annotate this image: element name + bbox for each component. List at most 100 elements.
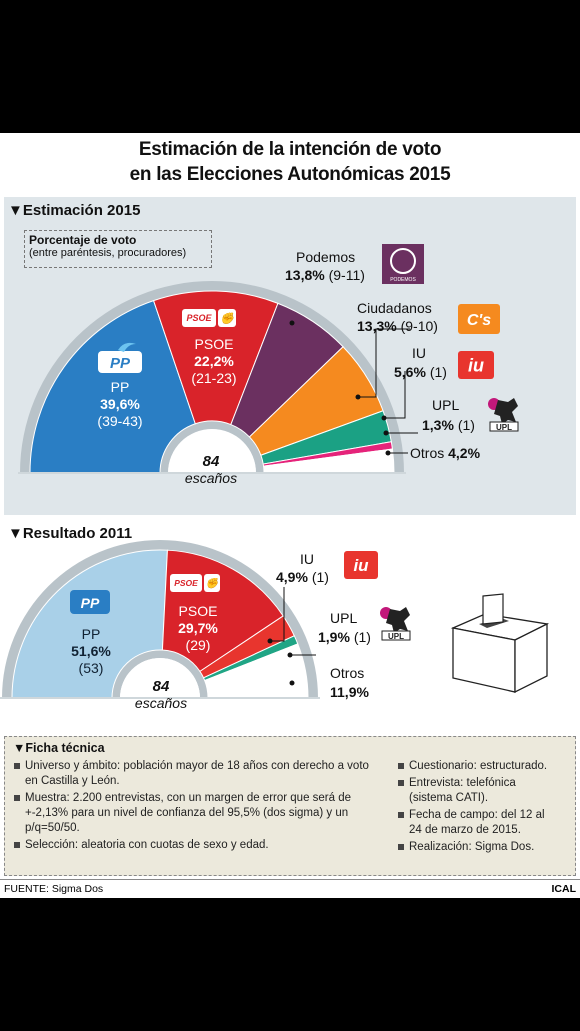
iu-2015-leader: [386, 371, 406, 419]
agency-credit: ICAL: [551, 883, 577, 895]
pp-2011-seats: (53): [78, 660, 104, 676]
upl-2015-name: UPL: [432, 397, 460, 413]
psoe-2011-pct: 29,7%: [178, 620, 218, 636]
psoe-2011-name: PSOE: [178, 603, 218, 619]
podemos-2015-marker: [289, 320, 295, 326]
technical-sheet-item: Fecha de campo: del 12 al 24 de marzo de…: [397, 808, 557, 838]
seats-2011: 84 escaños: [130, 678, 192, 712]
hemicycle-center: [120, 658, 200, 698]
svg-text:✊: ✊: [206, 578, 220, 590]
technical-sheet-heading: ▼Ficha técnica: [13, 741, 105, 755]
svg-text:iu: iu: [468, 355, 484, 375]
infographic: Estimación de la intención de voto en la…: [0, 133, 580, 898]
pp-2015-label: PP 39,6% (39-43): [80, 379, 160, 430]
pp-2015-seats: (39-43): [97, 413, 143, 429]
iu-2011-pct: 4,9%: [276, 569, 308, 585]
pp-2015-name: PP: [110, 379, 130, 395]
upl-2015-marker: [383, 430, 389, 436]
pp-2011-label: PP 51,6% (53): [56, 626, 126, 677]
technical-sheet-right: Cuestionario: estructurado. Entrevista: …: [397, 759, 557, 857]
upl-2015-seats: (1): [457, 417, 475, 433]
psoe-2011-seats: (29): [185, 637, 211, 653]
technical-sheet-item: Realización: Sigma Dos.: [397, 840, 557, 855]
upl-2011-seats: (1): [353, 629, 371, 645]
psoe-2015-seats: (21-23): [191, 370, 237, 386]
podemos-2015-values: 13,8% (9-11): [285, 267, 365, 283]
psoe-2015-label: PSOE 22,2% (21-23): [176, 336, 252, 387]
otros-2011-marker: [289, 680, 295, 686]
seats-2015-total: 84: [202, 453, 220, 470]
iu-2011-leader: [270, 587, 285, 642]
ciudadanos-2015-pct: 13,3%: [357, 318, 397, 334]
ciudadanos-2015-name: Ciudadanos: [357, 300, 432, 316]
ballot-box-illustration: [450, 593, 550, 694]
otros-2015-values: Otros 4,2%: [410, 445, 480, 461]
svg-text:PP: PP: [81, 595, 100, 611]
ciudadanos-2015-leader: [360, 328, 410, 398]
legend-subtitle: (entre paréntesis, procuradores): [29, 247, 187, 259]
hemicycle-center: [168, 429, 256, 473]
iu-2015-marker: [381, 415, 387, 421]
slice-pp: [11, 549, 168, 699]
otros-2011-name: Otros: [330, 665, 365, 681]
iu-2011-seats: (1): [311, 569, 329, 585]
pp-logo: PP: [98, 342, 142, 373]
psoe-fist-icon-2011: ✊: [204, 574, 220, 592]
psoe-logo: PSOE: [182, 309, 216, 327]
svg-text:✊: ✊: [220, 312, 236, 325]
iu-logo: iu: [458, 351, 494, 379]
upl-logo: UPL: [488, 398, 519, 432]
technical-sheet-item: Entrevista: telefónica (sistema CATI).: [397, 776, 557, 806]
pp-logo-2011: PP: [70, 590, 110, 614]
iu-2015-name: IU: [412, 345, 426, 361]
iu-2015-pct: 5,6%: [394, 364, 426, 380]
seats-2015: 84 escaños: [180, 453, 242, 487]
svg-text:UPL: UPL: [496, 423, 512, 432]
technical-sheet: ▼Ficha técnica Universo y ámbito: poblac…: [4, 736, 576, 876]
upl-2011-values: 1,9% (1): [318, 629, 371, 645]
upl-logo-2011: UPL: [380, 607, 411, 641]
podemos-2015-pct: 13,8%: [285, 267, 325, 283]
psoe-2011-label: PSOE 29,7% (29): [160, 603, 236, 654]
pp-2011-name: PP: [81, 626, 101, 642]
otros-2015-name: Otros: [410, 445, 445, 461]
ciudadanos-2015-values: 13,3% (9-10): [357, 318, 438, 334]
slice-pp: [29, 299, 196, 474]
source-note: FUENTE: Sigma Dos: [4, 883, 104, 895]
svg-text:PP: PP: [110, 355, 131, 372]
svg-text:UPL: UPL: [388, 632, 404, 641]
svg-text:C's: C's: [467, 312, 491, 329]
otros-2015-marker: [385, 450, 391, 456]
iu-2011-marker: [267, 638, 273, 644]
upl-2011-name: UPL: [330, 610, 358, 626]
technical-sheet-item: Selección: aleatoria con cuotas de sexo …: [13, 838, 381, 853]
ciudadanos-2015-seats: (9-10): [400, 318, 438, 334]
hemicycle-2011: PP PSOE ✊ iu UPL: [0, 540, 411, 699]
upl-2015-pct: 1,3%: [422, 417, 454, 433]
pp-2015-pct: 39,6%: [100, 396, 140, 412]
seats-2011-total: 84: [152, 678, 170, 695]
podemos-2015-name: Podemos: [296, 249, 356, 265]
ciudadanos-2015-marker: [355, 394, 361, 400]
legend-box: Porcentaje de voto (entre paréntesis, pr…: [24, 230, 212, 268]
iu-2015-values: 5,6% (1): [394, 364, 447, 380]
otros-2015-pct: 4,2%: [448, 445, 481, 461]
upl-2011-marker: [287, 652, 293, 658]
psoe-fist-icon: ✊: [218, 309, 236, 327]
title-line-2: en las Elecciones Autonómicas 2015: [129, 164, 451, 185]
iu-2011-name: IU: [300, 551, 314, 567]
psoe-logo-2011: PSOE: [170, 574, 202, 592]
seats-2011-word: escaños: [134, 695, 188, 711]
upl-2015-values: 1,3% (1): [422, 417, 475, 433]
podemos-2015-seats: (9-11): [328, 267, 365, 283]
svg-text:iu: iu: [353, 556, 369, 575]
technical-sheet-item: Universo y ámbito: población mayor de 18…: [13, 759, 381, 789]
upl-2011-pct: 1,9%: [318, 629, 350, 645]
iu-logo-2011: iu: [344, 551, 378, 579]
iu-2011-values: 4,9% (1): [276, 569, 329, 585]
otros-2011-pct: 11,9%: [330, 684, 369, 700]
footer: FUENTE: Sigma Dos ICAL: [0, 879, 580, 898]
svg-text:PSOE: PSOE: [186, 313, 212, 323]
pp-2011-pct: 51,6%: [71, 643, 111, 659]
hemicycle-2015: PP PSOE ✊ PODEMOS C's iu UPL: [18, 244, 519, 474]
